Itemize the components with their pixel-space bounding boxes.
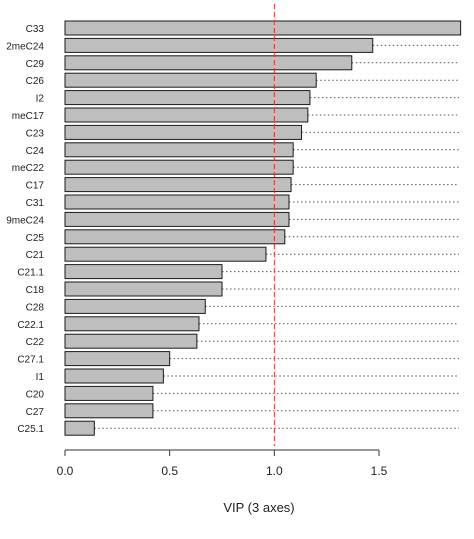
x-axis: 0.0 0.5 1.0 1.5 — [57, 449, 388, 478]
category-label: C17 — [26, 181, 45, 192]
category-label: meC17 — [12, 111, 45, 122]
bar-c23 — [64, 124, 303, 140]
category-label: C21.1 — [17, 268, 44, 279]
category-label: C27 — [26, 407, 45, 418]
category-label: C25 — [26, 233, 45, 244]
category-label: C31 — [26, 198, 45, 209]
bar-i1 — [64, 368, 164, 384]
bar-c28 — [64, 298, 206, 314]
bar-2mec24 — [64, 37, 374, 53]
category-label: C26 — [26, 76, 45, 87]
category-label: C18 — [26, 285, 45, 296]
x-tick-label: 0.0 — [57, 464, 74, 478]
category-labels: C33 2meC24 C29 C26 I2 meC17 C23 C24 meC22 C17 C31 9… — [6, 24, 44, 435]
x-tick-label: 0.5 — [161, 464, 178, 478]
bar-c29 — [64, 55, 353, 71]
category-label: C23 — [26, 128, 45, 139]
category-label: C29 — [26, 59, 45, 70]
category-label: C22 — [26, 337, 45, 348]
category-label: C24 — [26, 146, 45, 157]
category-label: I2 — [36, 94, 45, 105]
category-label: C25.1 — [17, 424, 44, 435]
bars-layer — [64, 20, 462, 436]
category-label: C20 — [26, 389, 45, 400]
bar-c27-1 — [64, 351, 171, 367]
category-label: 9meC24 — [6, 215, 44, 226]
x-tick-label: 1.5 — [371, 464, 388, 478]
bar-c18 — [64, 281, 223, 297]
bar-c31 — [64, 194, 290, 210]
bar-c25 — [64, 229, 286, 245]
bar-c27 — [64, 403, 154, 419]
bar-9mec24 — [64, 211, 290, 227]
x-axis-title: VIP (3 axes) — [223, 500, 294, 515]
category-label: C28 — [26, 302, 45, 313]
category-label: meC22 — [12, 163, 45, 174]
bar-mec22 — [64, 159, 294, 175]
bar-c21-1 — [64, 264, 223, 280]
bar-c22-1 — [64, 316, 200, 332]
category-label: C27.1 — [17, 355, 44, 366]
bar-i2 — [64, 90, 311, 106]
category-label: C22.1 — [17, 320, 44, 331]
category-label: 2meC24 — [6, 41, 44, 52]
category-label: C21 — [26, 250, 45, 261]
bar-c25-1 — [64, 420, 95, 436]
bar-c21 — [64, 246, 267, 262]
bar-c22 — [64, 333, 198, 349]
category-label: C33 — [26, 24, 45, 35]
x-tick-label: 1.0 — [266, 464, 283, 478]
bar-c33 — [64, 20, 462, 36]
bar-c26 — [64, 72, 317, 88]
bar-c17 — [64, 177, 292, 193]
category-label: I1 — [36, 372, 45, 383]
bar-mec17 — [64, 107, 309, 123]
bar-c20 — [64, 385, 154, 401]
bar-c24 — [64, 142, 294, 158]
